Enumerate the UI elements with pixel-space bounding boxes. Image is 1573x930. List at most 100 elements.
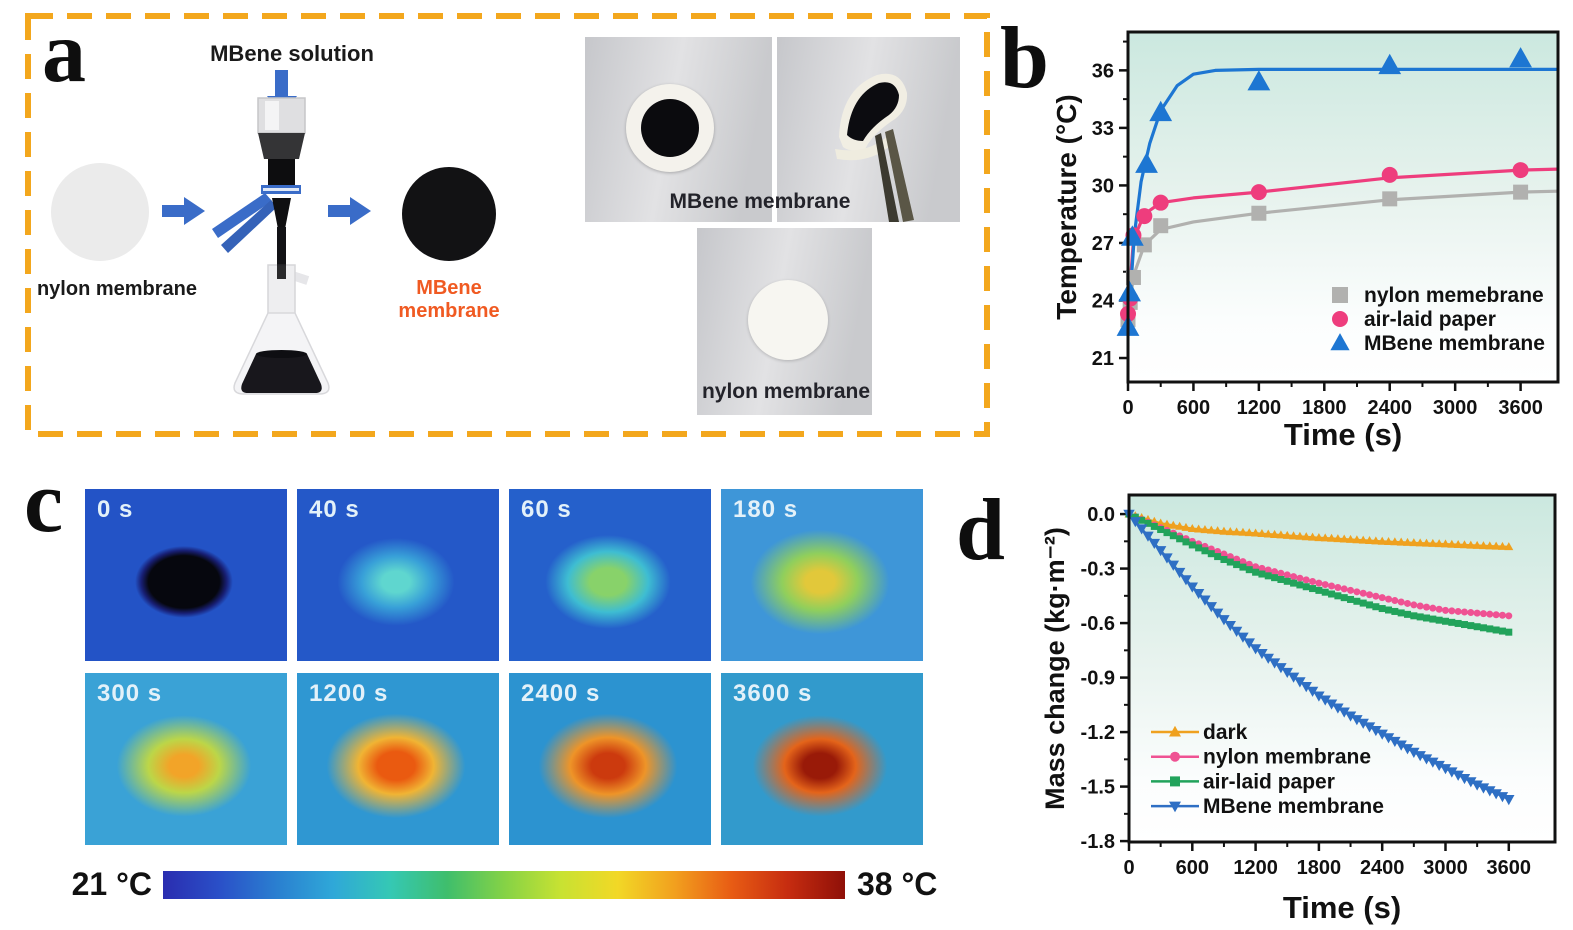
nylon-membrane-disc [51, 163, 149, 261]
photo-caption-mbene: MBene membrane [669, 190, 851, 213]
mass-change-chart: 0 600 1200 1800 2400 3000 3600 0.0 -0.3 -0.6 -0.9 -… [1040, 493, 1557, 925]
series-line [1126, 67, 1558, 328]
thermal-frame-time: 60 s [521, 496, 572, 523]
thermal-frame-time: 1200 s [309, 680, 389, 707]
thermal-frame: 3600 s [721, 673, 923, 845]
colorbar-max-label: 38 °C [857, 866, 938, 902]
legend-label: nylon memebrane [1364, 284, 1544, 307]
membrane-black-disc [641, 99, 699, 157]
photo-mbene-membrane-flat [585, 37, 772, 222]
fabrication-schematic [25, 13, 990, 437]
colorbar-gradient [163, 871, 845, 899]
x-tick-label: 1800 [1302, 397, 1347, 419]
bent-membrane-black [847, 82, 899, 141]
y-tick-label: 21 [1092, 348, 1114, 370]
thermal-frame: 60 s [509, 489, 711, 661]
colorbar-min-label: 21 °C [71, 866, 152, 902]
funnel-highlight [265, 101, 279, 130]
thermal-frame: 0 s [85, 489, 287, 661]
y-tick-label: 33 [1092, 118, 1114, 140]
filtration-apparatus [212, 97, 330, 395]
y-tick-label: -1.8 [1081, 831, 1115, 853]
clamp-arm [221, 200, 277, 253]
x-tick-label: 3000 [1433, 397, 1478, 419]
x-tick-label: 600 [1176, 857, 1209, 879]
thermal-frame-time: 2400 s [521, 680, 601, 707]
x-tick-label: 600 [1177, 397, 1210, 419]
legend-label: MBene membrane [1364, 332, 1545, 355]
thermal-frame-time: 0 s [97, 496, 134, 523]
x-tick-label: 1200 [1237, 397, 1282, 419]
thermal-frame-time: 3600 s [733, 680, 813, 707]
panel-a-dashed-border [25, 13, 990, 437]
x-tick-label: 0 [1122, 397, 1133, 419]
thermal-frame: 1200 s [297, 673, 499, 845]
y-tick-label: -0.3 [1081, 559, 1115, 581]
x-axis-label: Time (s) [1284, 417, 1402, 452]
tweezers-icon [885, 129, 914, 222]
stem-through-glass [277, 227, 286, 279]
panel-b-letter: b [1000, 10, 1049, 107]
y-tick-label: 30 [1092, 175, 1114, 197]
temperature-chart: 0 600 1200 1800 2400 3000 3600 21 24 27 30 33 36 Time… [1051, 30, 1560, 452]
x-tick-label: 2400 [1360, 857, 1405, 879]
clamp-slit [263, 188, 299, 191]
y-tick-label: -0.9 [1081, 668, 1115, 690]
y-tick-label: 36 [1092, 60, 1114, 82]
mbene-solution-label: MBene solution [210, 41, 374, 66]
y-tick-label: 0.0 [1087, 504, 1115, 526]
photo-caption-nylon: nylon membrane [701, 380, 871, 403]
x-tick-label: 1200 [1233, 857, 1278, 879]
legend-label: MBene membrane [1203, 795, 1384, 818]
y-tick-label: -1.5 [1081, 777, 1115, 799]
x-axis-label: Time (s) [1283, 890, 1401, 925]
plot-frame [1127, 493, 1557, 844]
arrow-right-icon [328, 197, 371, 225]
mbene-membrane-label: MBene membrane [398, 277, 500, 322]
series-line [1126, 189, 1558, 320]
y-tick-label: 27 [1092, 233, 1114, 255]
panel-d-letter: d [956, 482, 1005, 579]
membrane-fold [835, 135, 895, 161]
legend-label: air-laid paper [1364, 308, 1496, 331]
thermal-frame-time: 40 s [309, 496, 360, 523]
x-tick-label: 2400 [1367, 397, 1412, 419]
thermal-frame: 300 s [85, 673, 287, 845]
legend-label: air-laid paper [1203, 770, 1335, 793]
photo-nylon-membrane [697, 228, 872, 415]
funnel-stem-cone [272, 198, 291, 229]
nylon-white-disc [748, 280, 828, 360]
liquid-surface [256, 350, 307, 358]
x-tick-label: 0 [1123, 857, 1134, 879]
x-tick-label: 3000 [1423, 857, 1468, 879]
photo-mbene-membrane-tweezers [777, 37, 960, 222]
thermal-frame: 40 s [297, 489, 499, 661]
y-tick-label: 24 [1092, 290, 1115, 312]
thermal-frame-time: 300 s [97, 680, 163, 707]
y-tick-label: -0.6 [1081, 613, 1115, 635]
plot-frame [1126, 30, 1560, 384]
panel-a: a MBene solution nylon membrane MBene me… [25, 9, 990, 437]
flask-liquid [241, 354, 322, 393]
x-tick-label: 1800 [1297, 857, 1342, 879]
thermal-frame: 2400 s [509, 673, 711, 845]
thermal-frame-time: 180 s [733, 496, 799, 523]
nylon-membrane-label: nylon membrane [36, 278, 198, 300]
mbene-membrane-disc [402, 167, 496, 261]
thermal-frame: 180 s [721, 489, 923, 661]
legend-label: dark [1203, 721, 1248, 744]
x-tick-label: 3600 [1487, 857, 1532, 879]
panel-c-letter: c [24, 454, 64, 551]
thermal-image-grid: 0 s 40 s 60 s 180 s 300 s 1200 s 2400 s 3600 s [85, 489, 923, 845]
y-tick-label: -1.2 [1081, 722, 1115, 744]
legend-label: nylon membrane [1203, 746, 1371, 769]
clamp-arm [212, 193, 272, 238]
tweezers-icon [875, 133, 899, 222]
filter-holder [268, 159, 295, 185]
arrow-right-icon [162, 197, 205, 225]
tweezers-photo-art [835, 73, 914, 222]
panel-a-letter: a [42, 4, 86, 101]
y-axis-label: Temperature (°C) [1051, 94, 1082, 319]
y-axis-label: Mass change (kg·m⁻²) [1040, 527, 1070, 810]
